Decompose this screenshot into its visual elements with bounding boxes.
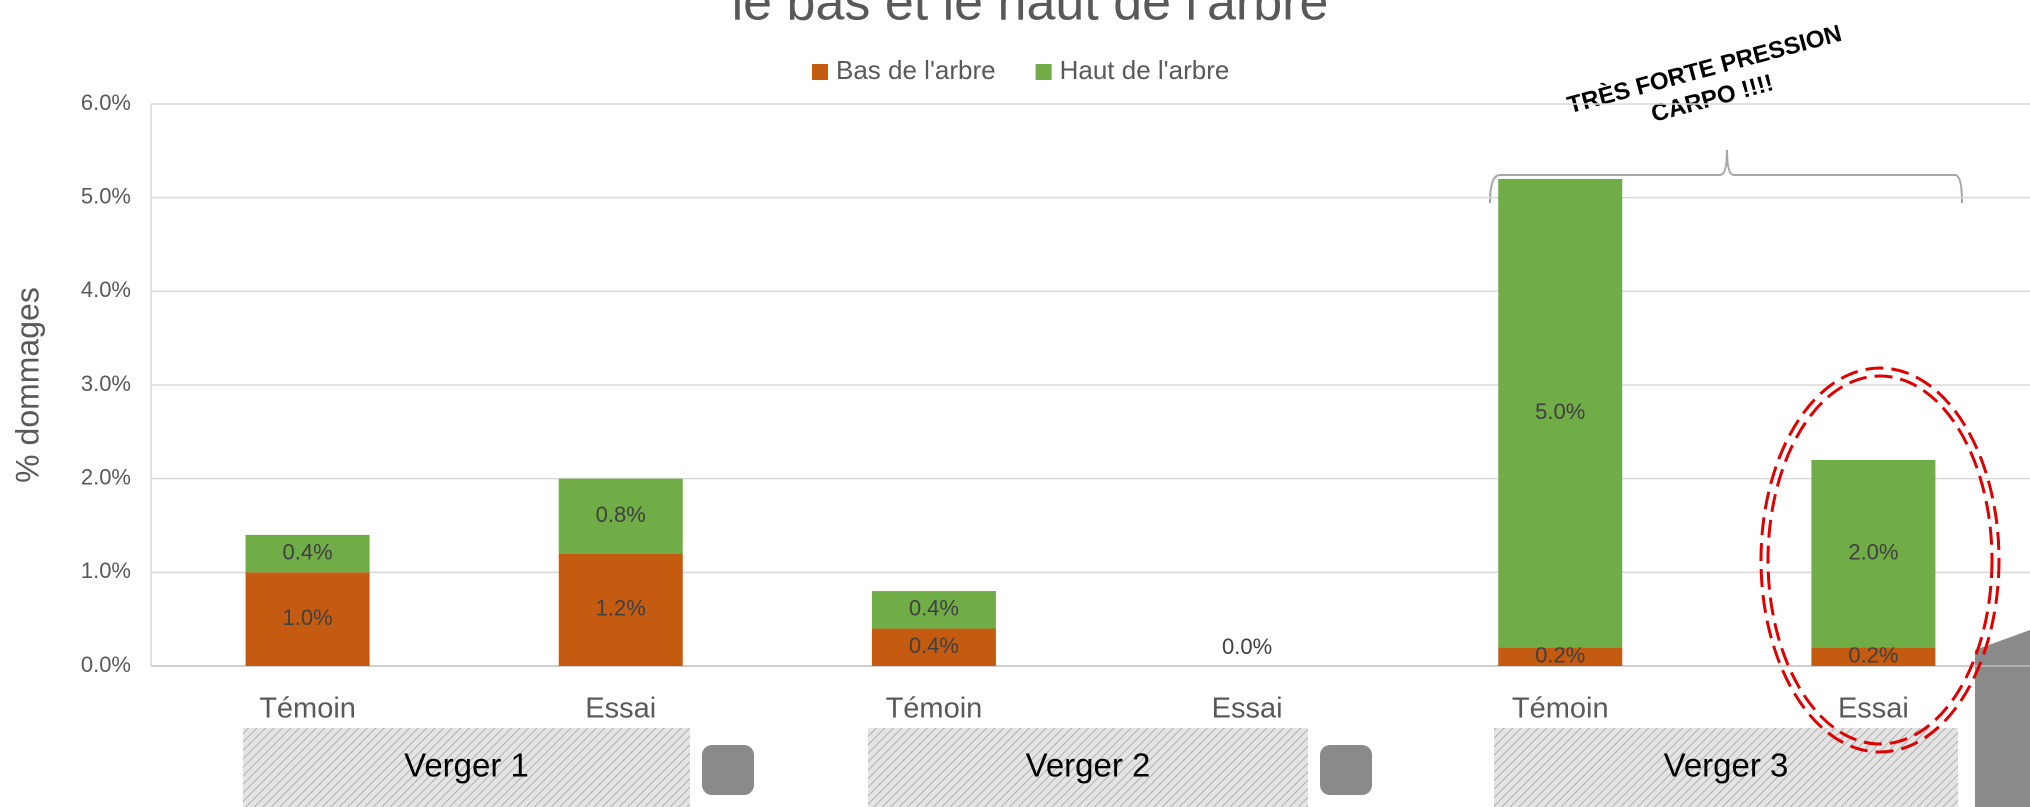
- x-tick-label: Essai: [1838, 693, 1909, 725]
- data-label: 0.4%: [909, 596, 959, 621]
- sprayer-icons: [702, 630, 2030, 807]
- data-label: 0.0%: [1222, 634, 1272, 659]
- data-label: 0.4%: [909, 633, 959, 658]
- sprayer-icon: [702, 745, 754, 795]
- y-tick-label: 3.0%: [81, 371, 131, 396]
- brace: [1489, 149, 1963, 204]
- data-label: 0.4%: [283, 539, 333, 564]
- sprayer-icon: [1320, 745, 1372, 795]
- data-label: 2.0%: [1848, 539, 1898, 564]
- group-label: Verger 2: [1026, 747, 1151, 784]
- group-box: [243, 728, 690, 807]
- y-tick-label: 2.0%: [81, 464, 131, 489]
- y-tick-label: 4.0%: [81, 277, 131, 302]
- y-tick-label: 0.0%: [81, 652, 131, 677]
- x-tick-label: Essai: [1212, 693, 1283, 725]
- bar-segment: [871, 591, 996, 629]
- bar-segment: [245, 572, 370, 666]
- data-label: 0.8%: [596, 502, 646, 527]
- bar-segment: [871, 628, 996, 666]
- legend-swatch: [1035, 64, 1052, 80]
- bar-segment: [558, 553, 683, 666]
- x-tick-label: Témoin: [886, 693, 983, 725]
- y-tick-label: 5.0%: [81, 183, 131, 208]
- x-tick-label: Témoin: [1512, 693, 1609, 725]
- group-box: [868, 728, 1308, 807]
- bar-segment: [1811, 647, 1936, 666]
- legend-label: Haut de l'arbre: [1060, 55, 1230, 85]
- data-label: 1.2%: [596, 596, 646, 621]
- y-tick-label: 1.0%: [81, 558, 131, 583]
- annotation: TRÈS FORTE PRESSION CARPO !!!!: [1564, 19, 1844, 128]
- legend-swatch: [812, 64, 828, 80]
- y-tick-label: 6.0%: [81, 90, 131, 115]
- bar-segment: [1498, 178, 1623, 648]
- x-tick-label: Essai: [585, 693, 656, 725]
- data-label: 1.0%: [283, 605, 333, 630]
- bar-segment: [245, 534, 370, 573]
- sprayer-icon: [1975, 630, 2030, 807]
- highlight-ellipse: [1759, 366, 2001, 754]
- highlight-ellipse: [1766, 374, 1994, 746]
- legend-label: Bas de l'arbre: [836, 55, 996, 85]
- group-box: [1494, 728, 1958, 807]
- bar-segment: [1811, 459, 1936, 648]
- chart-title: le bas et le haut de l'arbre: [732, 0, 1329, 32]
- group-label: Verger 3: [1664, 747, 1789, 784]
- group-label: Verger 1: [404, 747, 529, 784]
- y-axis-label: % dommages: [9, 287, 45, 483]
- data-label: 5.0%: [1535, 399, 1585, 424]
- bar-segment: [1498, 647, 1623, 666]
- x-tick-label: Témoin: [259, 693, 356, 725]
- group-boxes: [243, 728, 1958, 807]
- bar-segment: [558, 478, 683, 554]
